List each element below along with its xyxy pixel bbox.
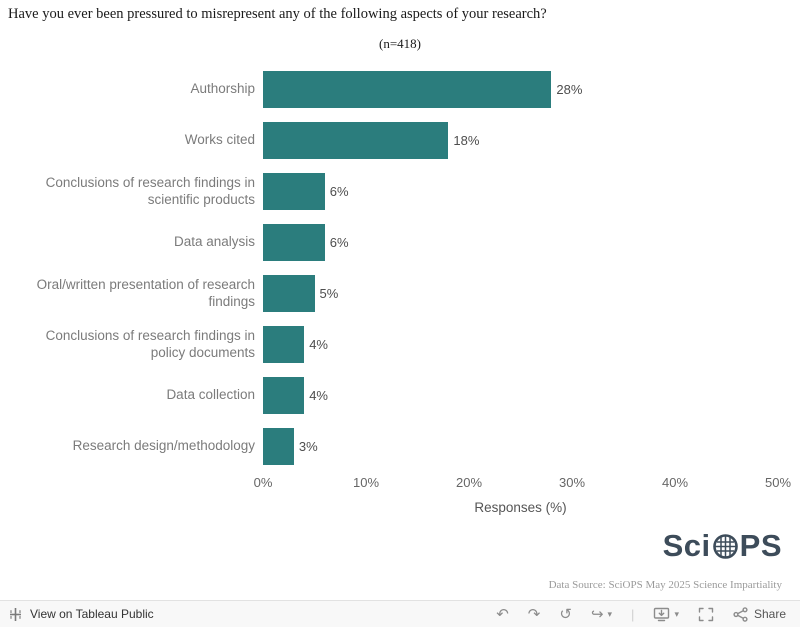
x-axis: 0% 10% 20% 30% 40% 50% [254, 475, 791, 491]
chart-row: Conclusions of research findings in scie… [8, 166, 778, 217]
share-label: Share [753, 607, 786, 621]
category-label: Conclusions of research findings in scie… [45, 174, 255, 207]
replay-icon[interactable]: ↺ [559, 605, 572, 623]
chart-row: Data analysis 6% [8, 217, 778, 268]
bar-cell: 3% [263, 421, 778, 472]
bar-value-label: 6% [329, 184, 349, 199]
bar[interactable] [263, 71, 552, 108]
bar-value-label: 5% [319, 286, 339, 301]
bar[interactable] [263, 326, 305, 363]
download-icon [654, 607, 670, 621]
x-tick-label: 40% [661, 475, 689, 490]
bar-value-label: 4% [309, 388, 328, 403]
chart-row: Works cited 18% [8, 115, 778, 166]
x-tick-label: 50% [764, 475, 792, 490]
chart-row: Authorship 28% [8, 64, 778, 115]
category-label: Data collection [166, 387, 255, 403]
view-on-tableau-label: View on Tableau Public [30, 607, 154, 621]
x-tick-label: 10% [352, 475, 380, 490]
data-source-caption: Data Source: SciOPS May 2025 Science Imp… [548, 579, 782, 591]
bar-value-label: 3% [298, 439, 318, 454]
bar-cell: 4% [263, 319, 778, 370]
bar-value-label: 18% [453, 133, 480, 148]
bar-cell: 6% [263, 166, 778, 217]
category-label: Authorship [190, 81, 255, 97]
tableau-logo-icon [10, 607, 21, 621]
category-label: Research design/methodology [72, 438, 255, 454]
view-on-tableau[interactable]: View on Tableau Public [0, 607, 154, 622]
bar[interactable] [263, 377, 305, 414]
bar[interactable] [263, 224, 325, 261]
toolbar-actions: ↶ ↷ ↺ ↪ ▾ | ▾ [496, 607, 800, 622]
logo-text-sci: Sci [662, 528, 711, 563]
chart-row: Data collection 4% [8, 370, 778, 421]
fullscreen-icon[interactable] [698, 607, 714, 622]
category-label: Oral/written presentation of research fi… [36, 276, 255, 309]
tableau-toolbar: View on Tableau Public ↶ ↷ ↺ ↪ ▾ | ▾ [0, 600, 800, 627]
bar-cell: 18% [263, 115, 778, 166]
chart-subtitle: (n=418) [379, 36, 421, 51]
bar[interactable] [263, 275, 315, 312]
share-button[interactable]: Share [733, 606, 786, 622]
chart-row: Conclusions of research findings in poli… [8, 319, 778, 370]
redo-icon[interactable]: ↷ [527, 605, 541, 623]
bar-cell: 5% [263, 268, 778, 319]
x-tick-label: 30% [558, 475, 586, 490]
chevron-down-icon[interactable]: ▾ [607, 608, 613, 619]
category-label: Data analysis [173, 234, 255, 250]
bar-cell: 28% [263, 64, 778, 115]
x-tick-label: 20% [455, 475, 483, 490]
bar-value-label: 28% [556, 82, 583, 97]
chart-row: Oral/written presentation of research fi… [8, 268, 778, 319]
bar-cell: 4% [263, 370, 778, 421]
x-axis-label: Responses (%) [474, 500, 567, 515]
category-label: Conclusions of research findings in poli… [45, 327, 255, 360]
logo-text-ps: PS [739, 528, 782, 563]
download-button[interactable]: ▾ [653, 607, 679, 622]
bar-chart: Authorship 28% Works cited 18% Conclusions o… [8, 64, 778, 472]
category-label: Works cited [184, 132, 255, 148]
share-icon [733, 606, 748, 622]
chevron-down-icon[interactable]: ▾ [674, 608, 679, 619]
undo-icon[interactable]: ↶ [496, 605, 509, 623]
toolbar-separator: | [631, 606, 635, 622]
chart-title: Have you ever been pressured to misrepre… [8, 6, 547, 22]
x-tick-label: 0% [253, 475, 273, 490]
forward-icon[interactable]: ↪ [590, 605, 604, 623]
sciops-logo: Sci PS [663, 528, 782, 564]
bar-value-label: 4% [309, 337, 328, 352]
bar[interactable] [263, 428, 294, 465]
bar-cell: 6% [263, 217, 778, 268]
bar-value-label: 6% [329, 235, 349, 250]
sciops-globe-icon [712, 533, 738, 559]
bar[interactable] [263, 122, 449, 159]
bar[interactable] [263, 173, 325, 210]
chart-row: Research design/methodology 3% [8, 421, 778, 472]
